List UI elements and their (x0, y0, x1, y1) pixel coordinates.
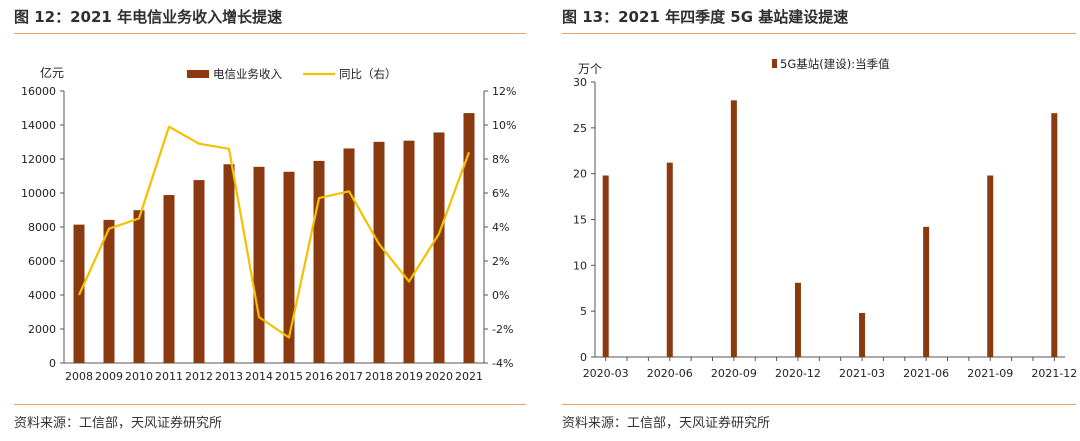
bar (987, 175, 994, 357)
x-tick-label: 2020-06 (647, 367, 693, 380)
bar (794, 282, 801, 357)
bar (666, 162, 673, 357)
x-tick-label: 2015 (275, 370, 303, 383)
y-tick-label: 14000 (21, 119, 56, 132)
bar (923, 226, 930, 357)
bar (193, 180, 205, 363)
x-tick-label: 2008 (65, 370, 93, 383)
bar (373, 141, 385, 363)
y-tick-label: 8000 (28, 221, 56, 234)
chart-title: 图 12：2021 年电信业务收入增长提速 (14, 8, 283, 26)
y-tick-label: 25 (573, 122, 587, 135)
source-note: 资料来源：工信部，天风证券研究所 (562, 416, 771, 431)
y-tick-label: 5 (580, 305, 587, 318)
y2-tick-label: 4% (492, 221, 509, 234)
legend-label: 电信业务收入 (213, 67, 282, 81)
bar (463, 113, 475, 363)
legend-swatch-bar (187, 70, 209, 78)
source-divider (14, 404, 526, 405)
y-tick-label: 4000 (28, 289, 56, 302)
y2-tick-label: 6% (492, 187, 509, 200)
source-note: 资料来源：工信部，天风证券研究所 (14, 416, 223, 431)
y-tick-label: 16000 (21, 85, 56, 98)
x-tick-label: 2021 (455, 370, 483, 383)
bar (730, 100, 737, 357)
x-tick-label: 2021-06 (903, 367, 949, 380)
x-tick-label: 2010 (125, 370, 153, 383)
legend-label: 5G基站(建设):当季值 (780, 57, 890, 71)
bar (433, 132, 445, 363)
x-tick-label: 2020-09 (711, 367, 757, 380)
y-tick-label: 12000 (21, 153, 56, 166)
bar (163, 195, 175, 363)
y2-tick-label: 8% (492, 153, 509, 166)
y-tick-label: 0 (49, 357, 56, 370)
y-tick-label: 6000 (28, 255, 56, 268)
x-tick-label: 2013 (215, 370, 243, 383)
bar (859, 313, 866, 357)
x-tick-label: 2017 (335, 370, 363, 383)
y-tick-label: 2000 (28, 323, 56, 336)
title-divider (562, 33, 1076, 34)
bar (403, 140, 415, 363)
bar (253, 166, 265, 363)
x-tick-label: 2018 (365, 370, 393, 383)
source-divider (562, 404, 1076, 405)
bar (602, 175, 609, 357)
y-axis-unit: 亿元 (40, 65, 64, 80)
x-tick-label: 2020-03 (583, 367, 629, 380)
bar (1051, 113, 1058, 358)
x-tick-label: 2021-12 (1031, 367, 1077, 380)
y-tick-label: 20 (573, 168, 587, 181)
x-tick-label: 2011 (155, 370, 183, 383)
title-divider (14, 33, 526, 34)
y-tick-label: 0 (580, 351, 587, 364)
y2-tick-label: 12% (492, 85, 516, 98)
bar (313, 160, 325, 363)
y2-tick-label: -2% (492, 323, 513, 336)
x-tick-label: 2020 (425, 370, 453, 383)
x-tick-label: 2016 (305, 370, 333, 383)
y-tick-label: 10 (573, 259, 587, 272)
revenue-chart: 0 2000 4000 6000 8000 10000 12000 14000 16000 -4%… (21, 65, 516, 383)
x-tick-label: 2019 (395, 370, 423, 383)
legend-swatch-bar (772, 59, 777, 68)
y-tick-label: 15 (573, 214, 587, 227)
y2-tick-label: 2% (492, 255, 509, 268)
bar (133, 210, 145, 363)
y2-tick-label: -4% (492, 357, 513, 370)
x-tick-label: 2021-03 (839, 367, 885, 380)
left-chart-panel: 图 12：2021 年电信业务收入增长提速 0 2000 4000 6000 8000 1… (0, 0, 530, 441)
y-axis-unit: 万个 (578, 62, 602, 76)
bar (343, 148, 355, 363)
bar (223, 164, 235, 363)
chart-title: 图 13：2021 年四季度 5G 基站建设提速 (562, 8, 849, 26)
yoy-line (77, 125, 471, 339)
x-tick-label: 2021-09 (967, 367, 1013, 380)
x-tick-label: 2020-12 (775, 367, 821, 380)
x-tick-label: 2012 (185, 370, 213, 383)
legend-label: 同比（右） (339, 67, 397, 81)
y-tick-label: 30 (573, 76, 587, 89)
bar (103, 219, 115, 363)
x-tick-label: 2009 (95, 370, 123, 383)
bar (283, 171, 295, 363)
x-tick-label: 2014 (245, 370, 273, 383)
y-tick-label: 10000 (21, 187, 56, 200)
y2-tick-label: 0% (492, 289, 509, 302)
right-chart-panel: 图 13：2021 年四季度 5G 基站建设提速 0 5 10 15 20 25 30 万个 2… (548, 0, 1080, 441)
y2-tick-label: 10% (492, 119, 516, 132)
